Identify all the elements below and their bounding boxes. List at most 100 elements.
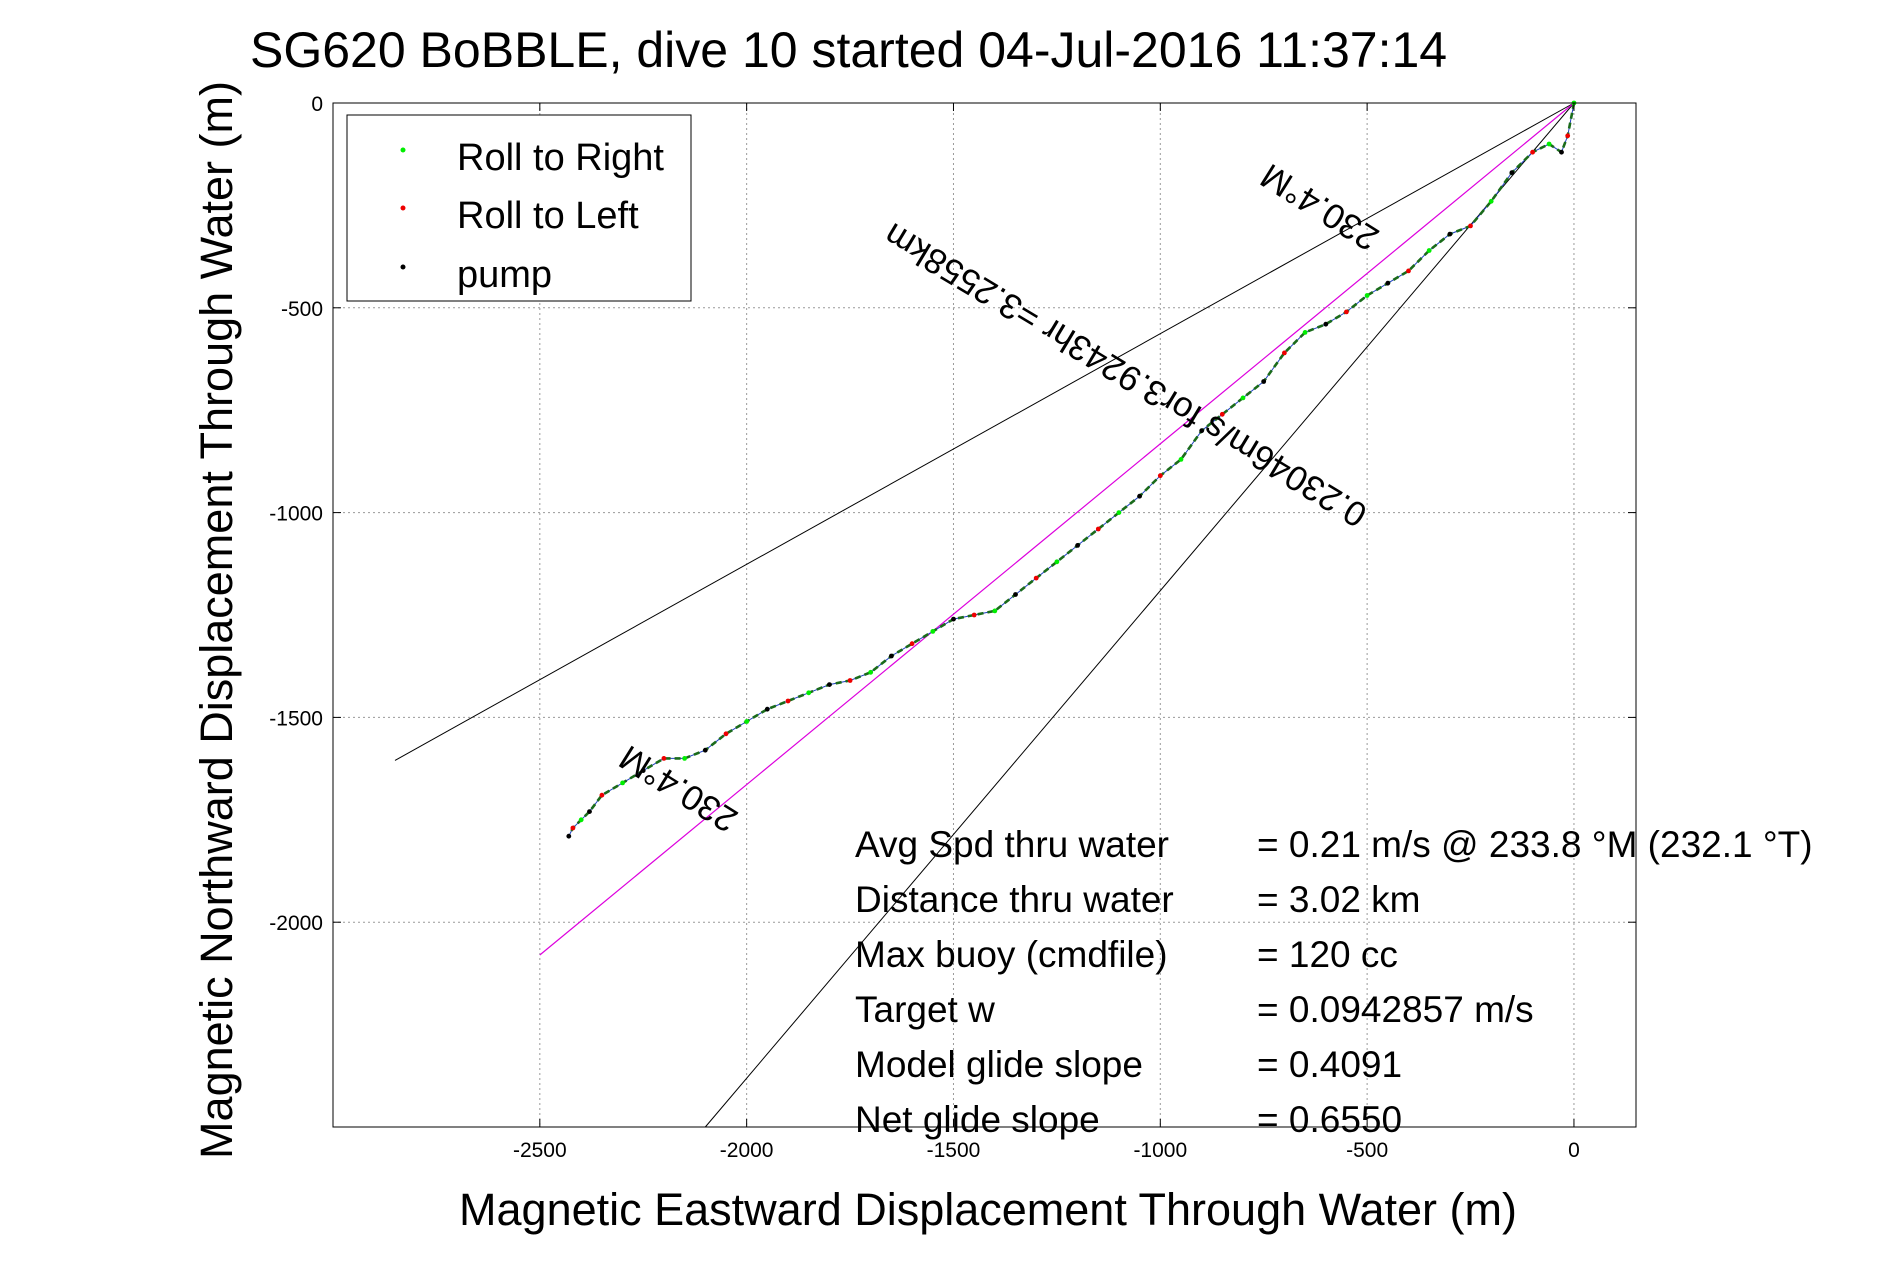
stats-block: Avg Spd thru water = 0.21 m/s @ 233.8 °M… — [855, 824, 1813, 1140]
track-point-roll-right — [1116, 510, 1122, 515]
track-point-roll-right — [1240, 395, 1246, 401]
stat-value-distance: = 3.02 km — [1257, 879, 1421, 920]
track-point-roll-left — [723, 731, 729, 737]
y-tick-label: -500 — [281, 298, 323, 321]
y-axis-label: Magnetic Northward Displacement Through … — [191, 81, 242, 1159]
track-point-roll-right — [868, 669, 874, 675]
track-point-roll-right — [1546, 141, 1552, 147]
track-point-roll-left — [570, 825, 576, 831]
track-point-pump — [1199, 428, 1205, 434]
legend: Roll to Right Roll to Left pump — [346, 114, 692, 302]
x-tick-label: -1500 — [927, 1139, 981, 1162]
track-point-pump — [1137, 493, 1142, 499]
track-point-roll-right — [992, 608, 998, 614]
stat-label-max-buoy: Max buoy (cmdfile) — [855, 934, 1168, 975]
envelope-lines — [394, 102, 1575, 1128]
track-point-roll-right — [682, 756, 687, 761]
track-point-pump — [1509, 170, 1515, 176]
track-point-pump — [764, 706, 770, 712]
x-tick-label: 0 — [1568, 1139, 1580, 1162]
track-annotation: 0.23046m/s for3.9243hr =3.2558km — [877, 215, 1373, 535]
track-roll-line — [567, 102, 1576, 837]
track-point-roll-right — [620, 780, 625, 786]
stat-value-max-buoy: = 120 cc — [1257, 934, 1398, 975]
y-tick-label: -1500 — [269, 707, 323, 730]
track-point-roll-right — [930, 629, 936, 634]
legend-label-roll-right: Roll to Right — [457, 137, 664, 179]
legend-label-roll-left: Roll to Left — [457, 195, 639, 237]
y-tick-label: -2000 — [269, 912, 323, 935]
model-line — [539, 102, 1575, 956]
track-point-roll-left — [1530, 149, 1535, 155]
track-point-roll-right — [1054, 559, 1060, 565]
model-track-line — [539, 102, 1575, 956]
track-point-roll-left — [1282, 350, 1287, 356]
y-tick-label: -1000 — [269, 503, 323, 526]
x-tick-label: -1000 — [1133, 1139, 1187, 1162]
track-point-pump — [702, 747, 708, 753]
track-point-pump — [1559, 149, 1564, 155]
legend-marker-roll-left — [400, 205, 406, 211]
track-point-pump — [640, 768, 646, 773]
track-point-roll-left — [599, 792, 605, 798]
x-axis-label: Magnetic Eastward Displacement Through W… — [459, 1184, 1517, 1235]
track-point-pump — [1075, 543, 1080, 548]
track-point-pump — [566, 833, 572, 839]
stat-value-avg-speed: = 0.21 m/s @ 233.8 °M (232.1 °T) — [1257, 824, 1813, 865]
x-tick-label: -2500 — [513, 1139, 567, 1162]
track-annotations: 230.4°M0.23046m/s for3.9243hr =3.2558km2… — [613, 156, 1386, 840]
track-point-pump — [951, 616, 956, 622]
track-point-roll-left — [1468, 223, 1473, 229]
x-tick-label: -2000 — [720, 1139, 774, 1162]
legend-marker-roll-right — [400, 147, 406, 153]
track-point-pump — [1323, 321, 1329, 327]
track-point-roll-left — [1219, 411, 1225, 417]
chart-title: SG620 BoBBLE, dive 10 started 04-Jul-201… — [250, 22, 1447, 78]
track-point-roll-left — [847, 678, 853, 683]
track-annotation: 230.4°M — [1254, 156, 1386, 258]
stat-value-target-w: = 0.0942857 m/s — [1257, 989, 1534, 1030]
stat-value-net-glide-slope: = 0.6550 — [1257, 1099, 1402, 1140]
track-point-roll-left — [909, 641, 915, 647]
track-annotation: 230.4°M — [613, 737, 745, 839]
track-point-roll-left — [1344, 309, 1349, 315]
track-point-roll-right — [1178, 457, 1184, 462]
track-point-pump — [1013, 592, 1018, 597]
legend-marker-pump — [400, 264, 406, 270]
track-point-roll-left — [661, 756, 667, 761]
x-axis-ticks: -2500 -2000 -1500 -1000 -500 0 — [513, 103, 1580, 1162]
legend-label-pump: pump — [457, 254, 552, 296]
track-line — [568, 102, 1575, 837]
track-point-roll-right — [1302, 330, 1308, 335]
x-tick-label: -500 — [1346, 1139, 1388, 1162]
plot-frame — [332, 102, 1637, 1128]
track-point-roll-left — [785, 698, 791, 704]
track-point-roll-left — [1406, 268, 1411, 274]
track-point-roll-right — [1488, 198, 1494, 204]
stat-label-target-w: Target w — [855, 989, 995, 1030]
dive-track — [566, 100, 1577, 839]
stat-label-distance: Distance thru water — [855, 879, 1174, 920]
track-point-roll-right — [1364, 293, 1370, 298]
stat-value-model-glide-slope: = 0.4091 — [1257, 1044, 1402, 1085]
track-point-roll-right — [578, 817, 584, 823]
track-point-pump — [1261, 379, 1267, 384]
track-point-roll-left — [1565, 133, 1571, 139]
stat-label-net-glide-slope: Net glide slope — [855, 1099, 1100, 1140]
track-point-roll-right — [806, 690, 812, 696]
track-point-pump — [827, 682, 832, 687]
track-point-pump — [1385, 280, 1391, 286]
track-point-pump — [587, 809, 592, 814]
track-point-roll-left — [1095, 526, 1101, 532]
track-point-roll-left — [971, 612, 977, 618]
track-point-pump — [889, 653, 894, 659]
envelope-line — [704, 102, 1575, 1128]
stat-label-model-glide-slope: Model glide slope — [855, 1044, 1143, 1085]
track-point-roll-right — [744, 719, 750, 724]
track-point-roll-right — [1426, 248, 1432, 253]
y-tick-label: 0 — [311, 93, 323, 116]
envelope-line — [394, 102, 1575, 761]
track-point-roll-left — [1033, 575, 1039, 581]
stat-label-avg-speed: Avg Spd thru water — [855, 824, 1169, 865]
